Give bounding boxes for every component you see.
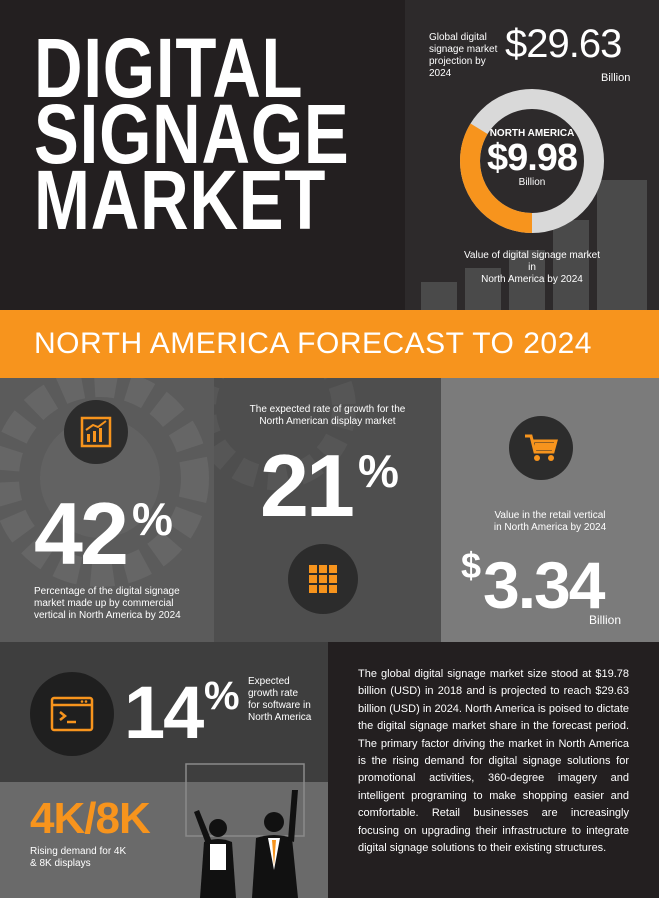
donut-center: NORTH AMERICA $9.98 Billion <box>459 128 605 188</box>
gear-background <box>214 378 356 490</box>
display-panel: The expected rate of growth for the Nort… <box>214 378 441 642</box>
business-people-illustration <box>185 763 305 898</box>
main-title: DIGITAL SIGNAGE MARKET <box>34 26 405 242</box>
retail-caption-line: in North America by 2024 <box>493 522 607 533</box>
software-caption-line: North America <box>248 712 312 723</box>
commercial-panel: 42 % Percentage of the digital signage m… <box>0 378 214 642</box>
donut-caption-line: Value of digital signage market in <box>463 250 600 273</box>
global-value: $29.63 <box>505 22 622 66</box>
donut-caption: Value of digital signage market in North… <box>459 250 605 286</box>
global-market-panel: Global digital signage market projection… <box>405 0 659 310</box>
global-label-line: signage market <box>429 44 498 55</box>
grid-display-icon <box>309 565 337 593</box>
north-america-donut <box>460 89 604 233</box>
retail-caption: Value in the retail vertical in North Am… <box>441 510 659 534</box>
bar-chart-growth-icon <box>80 416 112 448</box>
software-percent: % <box>204 674 240 718</box>
header-panel: DIGITAL SIGNAGE MARKET <box>0 0 405 310</box>
displays-4k-caption-line: & 8K displays <box>30 858 91 869</box>
software-caption-line: for software in <box>248 700 311 711</box>
display-icon-circle <box>288 544 358 614</box>
title-line-1: DIGITAL <box>34 21 304 115</box>
summary-text: The global digital signage market size s… <box>358 668 629 855</box>
commercial-caption-line: Percentage of the digital signage <box>34 586 180 597</box>
title-line-3: MARKET <box>34 153 327 247</box>
commercial-caption-line: market made up by commercial <box>34 598 174 609</box>
commercial-caption-line: vertical in North America by 2024 <box>34 610 181 621</box>
retail-panel: Value in the retail vertical in North Am… <box>441 378 659 642</box>
global-unit: Billion <box>601 72 631 84</box>
display-caption-line: The expected rate of growth for the <box>249 404 406 415</box>
commercial-percent: % <box>132 493 173 545</box>
commercial-caption: Percentage of the digital signage market… <box>34 586 181 622</box>
commercial-value: 42 <box>34 484 129 583</box>
software-value: 14 <box>124 671 204 754</box>
terminal-window-icon <box>50 696 94 732</box>
summary-panel: The global digital signage market size s… <box>328 642 659 898</box>
donut-caption-line: North America by 2024 <box>481 274 583 285</box>
global-label-line: Global digital <box>429 32 487 43</box>
commercial-icon-circle <box>64 400 128 464</box>
display-percent: % <box>358 445 399 497</box>
retail-caption-line: Value in the retail vertical <box>494 510 606 521</box>
software-caption: Expected growth rate for software in Nor… <box>248 676 311 724</box>
donut-value: $9.98 <box>486 137 578 179</box>
retail-icon-circle <box>509 416 573 480</box>
donut-share-arc <box>460 89 604 233</box>
retail-value: 3.34 <box>483 548 605 622</box>
shopping-cart-icon <box>525 434 558 461</box>
global-label: Global digital signage market projection… <box>429 32 497 80</box>
software-caption-line: Expected <box>248 676 290 687</box>
retail-dollar: $ <box>461 545 482 586</box>
forecast-banner: NORTH AMERICA FORECAST TO 2024 <box>0 310 659 378</box>
donut-region: NORTH AMERICA <box>489 128 575 139</box>
software-caption-line: growth rate <box>248 688 299 699</box>
global-label-line: 2024 <box>429 68 452 79</box>
software-panel: 14 % Expected growth rate for software i… <box>0 642 328 782</box>
display-caption: The expected rate of growth for the Nort… <box>214 404 441 428</box>
displays-4k-caption-line: Rising demand for 4K <box>30 846 127 857</box>
title-line-2: SIGNAGE <box>34 87 350 181</box>
global-label-line: projection by <box>429 56 486 67</box>
software-icon-circle <box>30 672 114 756</box>
display-caption-line: North American display market <box>259 416 396 427</box>
donut-unit: Billion <box>518 177 546 188</box>
displays-4k-caption: Rising demand for 4K & 8K displays <box>30 846 126 870</box>
bar-chart-background <box>421 180 647 310</box>
retail-unit: Billion <box>589 613 622 627</box>
displays-4k-value: 4K/8K <box>30 794 151 843</box>
banner-text: NORTH AMERICA FORECAST TO 2024 <box>34 327 592 360</box>
display-value: 21 <box>260 436 355 535</box>
